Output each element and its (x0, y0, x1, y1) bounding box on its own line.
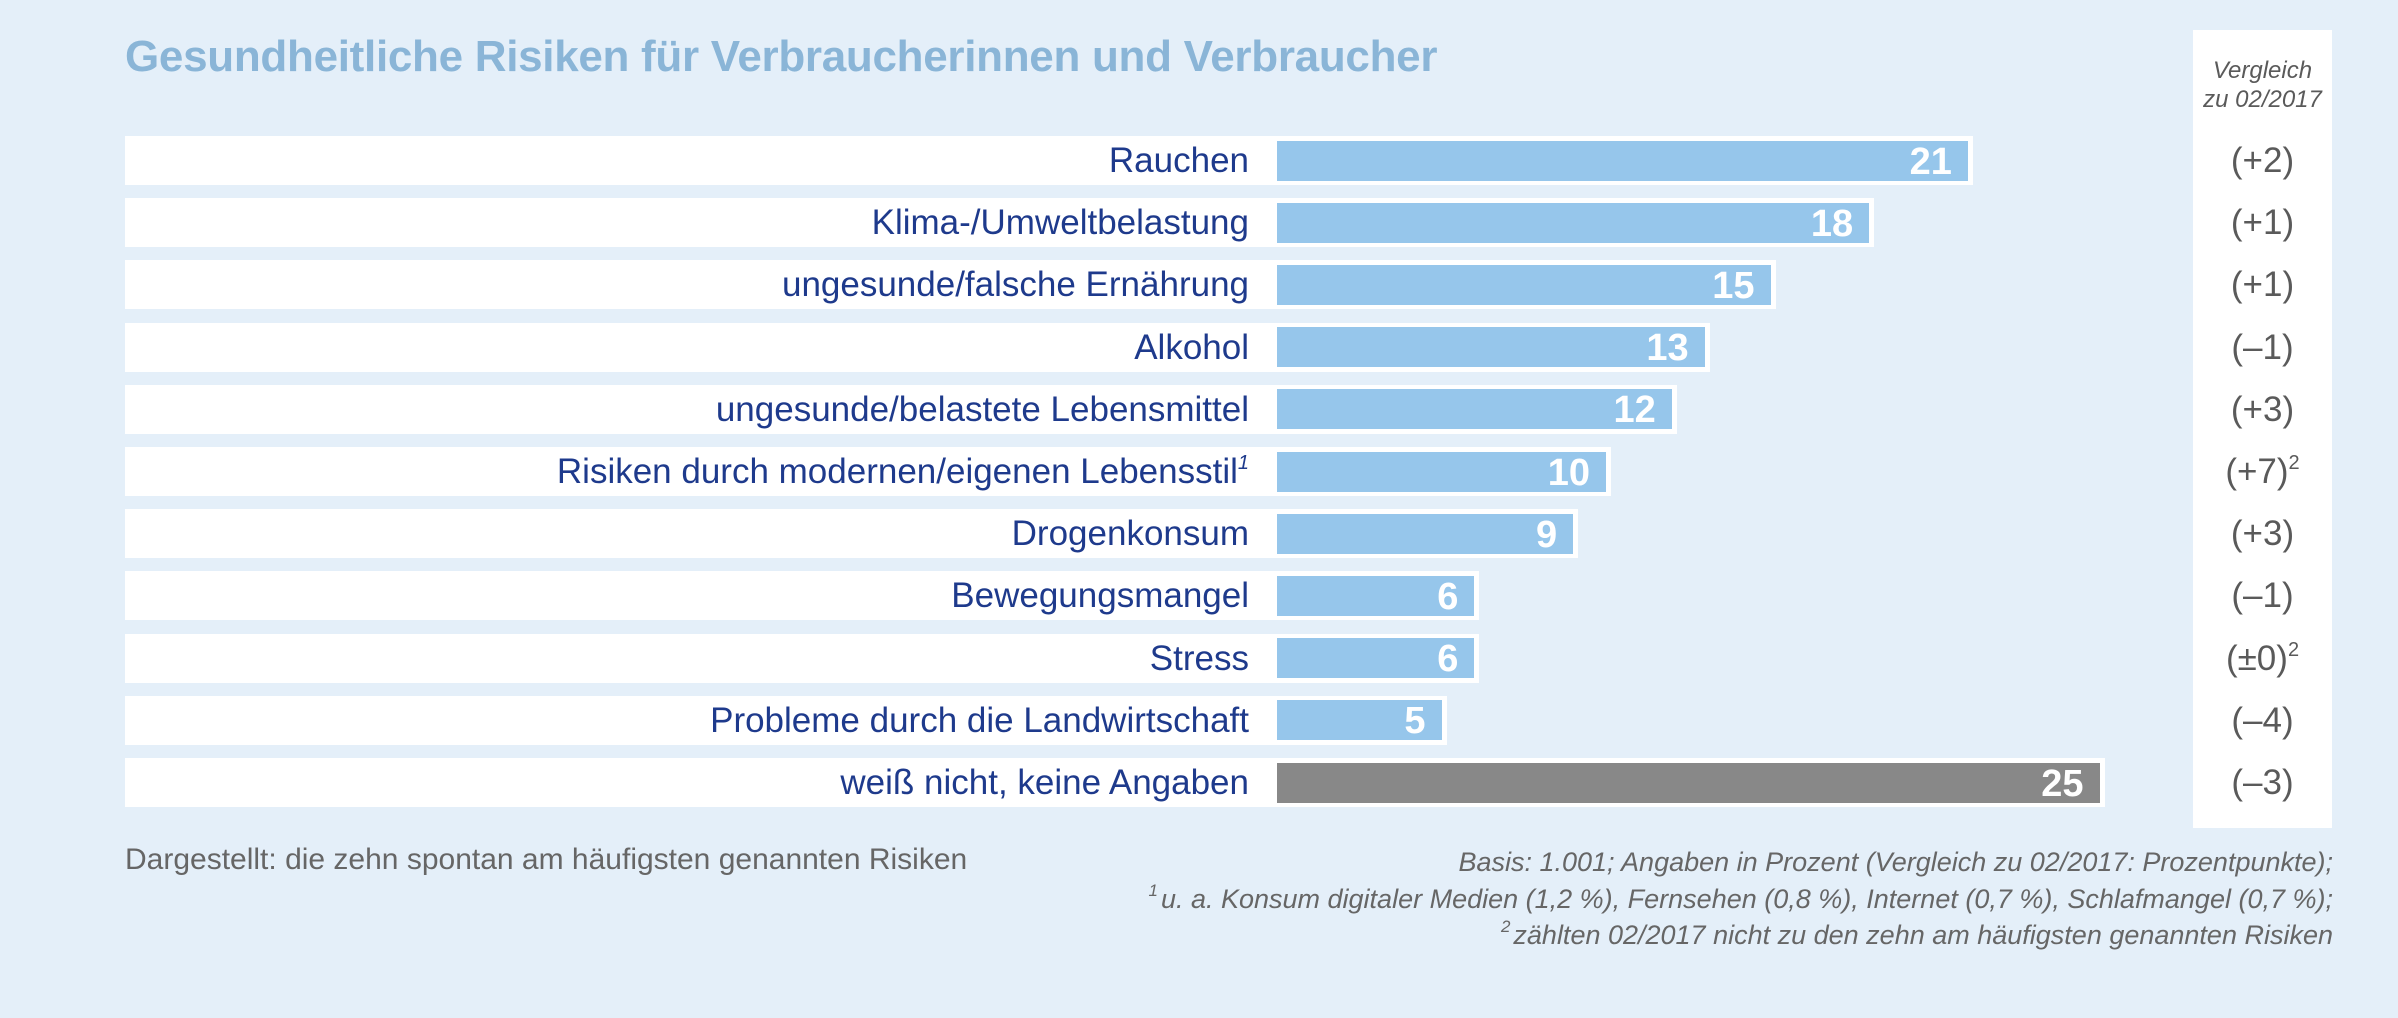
category-label: Stress (1150, 634, 1249, 683)
category-label-text: Bewegungsmangel (951, 576, 1249, 616)
footnote-2-text: zählten 02/2017 nicht zu den zehn am häu… (1513, 920, 2333, 950)
category-label-text: Klima-/Umweltbelastung (871, 203, 1249, 243)
comparison-value-text: (+3) (2230, 389, 2295, 429)
bar-value-label: 9 (1535, 513, 1558, 556)
category-label-text: Drogenkonsum (1011, 514, 1249, 554)
category-label: weiß nicht, keine Angaben (840, 758, 1249, 807)
footnote-1-text: u. a. Konsum digitaler Medien (1,2 %), F… (1160, 884, 2333, 914)
comparison-column (2193, 30, 2332, 828)
bar (1277, 327, 1705, 368)
comparison-value-text: (+7) (2225, 452, 2289, 491)
row-background (125, 633, 1480, 683)
category-label-text: ungesunde/belastete Lebensmittel (715, 389, 1249, 429)
category-label: ungesunde/belastete Lebensmittel (716, 385, 1249, 434)
category-label-text: weiß nicht, keine Angaben (840, 763, 1249, 802)
comparison-value-text: (+2) (2230, 141, 2295, 180)
comparison-value-text: (–4) (2231, 700, 2294, 740)
category-label-text: Alkohol (1134, 327, 1249, 367)
category-label: ungesunde/falsche Ernährung (782, 260, 1249, 309)
bar-value-label: 6 (1437, 575, 1459, 618)
comparison-value-text: (–3) (2231, 763, 2294, 802)
category-label: Klima-/Umweltbelastung (872, 198, 1249, 247)
comparison-value: (+3) (2193, 509, 2332, 558)
category-label: Rauchen (1109, 136, 1249, 185)
comparison-header-line-1: Vergleich (2212, 57, 2313, 84)
comparison-value-text: (+1) (2230, 265, 2295, 305)
footnote-mark: 2 (2288, 452, 2300, 474)
bar (1277, 575, 1475, 616)
footnote-1-mark: 1 (1148, 881, 1158, 900)
bar (1277, 451, 1606, 492)
category-label-text: Rauchen (1108, 141, 1249, 180)
comparison-value: (+3) (2193, 385, 2332, 434)
comparison-header-line-2: zu 02/2017 (2203, 86, 2322, 113)
category-label: Alkohol (1134, 323, 1249, 372)
category-label-text: Probleme durch die Landwirtschaft (710, 700, 1249, 740)
comparison-value-text: (+3) (2230, 514, 2295, 554)
bar-value-label: 10 (1547, 451, 1590, 494)
category-label: Risiken durch modernen/eigenen Lebenssti… (557, 447, 1249, 496)
note-displayed: Dargestellt: die zehn spontan am häufigs… (125, 843, 968, 876)
bar (1277, 140, 1968, 181)
category-label-text: Stress (1149, 638, 1249, 678)
comparison-value: (+2) (2193, 136, 2332, 185)
comparison-value: (±0)2 (2193, 634, 2332, 683)
footnote-2-mark: 2 (1500, 917, 1511, 936)
bar-value-label: 15 (1712, 264, 1755, 307)
bar-value-label: 13 (1646, 327, 1689, 370)
bar (1277, 264, 1771, 305)
bar (1277, 389, 1672, 430)
bar (1277, 700, 1442, 741)
comparison-value: (–1) (2193, 571, 2332, 620)
bar (1277, 513, 1574, 554)
comparison-value: (–1) (2193, 323, 2332, 372)
category-label: Drogenkonsum (1012, 509, 1249, 558)
category-label-text: Risiken durch modernen/eigenen Lebenssti… (556, 452, 1238, 491)
footnote-mark: 1 (1237, 452, 1249, 474)
bar-value-label: 6 (1437, 638, 1459, 681)
category-label-text: ungesunde/falsche Ernährung (781, 265, 1249, 305)
category-label: Probleme durch die Landwirtschaft (710, 696, 1249, 745)
comparison-value-text: (–1) (2231, 327, 2294, 367)
footnote-2: 2 zählten 02/2017 nicht zu den zehn am hä… (1500, 917, 2333, 951)
comparison-value: (–4) (2193, 696, 2332, 745)
bar-value-label: 12 (1613, 389, 1656, 432)
chart-title: Gesundheitliche Risiken für Verbraucheri… (125, 32, 1438, 81)
bar-value-label: 18 (1810, 202, 1854, 245)
comparison-value-text: (+1) (2230, 203, 2295, 243)
bar (1277, 638, 1475, 679)
bar (1277, 202, 1870, 243)
comparison-value-text: (±0) (2225, 638, 2288, 678)
comparison-header: Vergleich zu 02/2017 (2193, 56, 2332, 114)
bar-value-label: 5 (1404, 700, 1426, 743)
bar-value-label: 25 (2041, 762, 2084, 805)
note-basis: Basis: 1.001; Angaben in Prozent (Vergle… (1458, 847, 2333, 877)
comparison-value: (+1) (2193, 198, 2332, 247)
footnote-mark: 2 (2287, 638, 2300, 661)
bar-value-label: 21 (1909, 140, 1952, 183)
comparison-value: (+7)2 (2193, 447, 2332, 496)
footnote-1: 1 u. a. Konsum digitaler Medien (1,2 %), … (1148, 881, 2333, 915)
bar (1277, 762, 2100, 803)
comparison-value-text: (–1) (2231, 576, 2294, 616)
row-background (125, 571, 1480, 621)
comparison-value: (–3) (2193, 758, 2332, 807)
comparison-value: (+1) (2193, 260, 2332, 309)
category-label: Bewegungsmangel (951, 571, 1249, 620)
row-background (125, 695, 1447, 745)
